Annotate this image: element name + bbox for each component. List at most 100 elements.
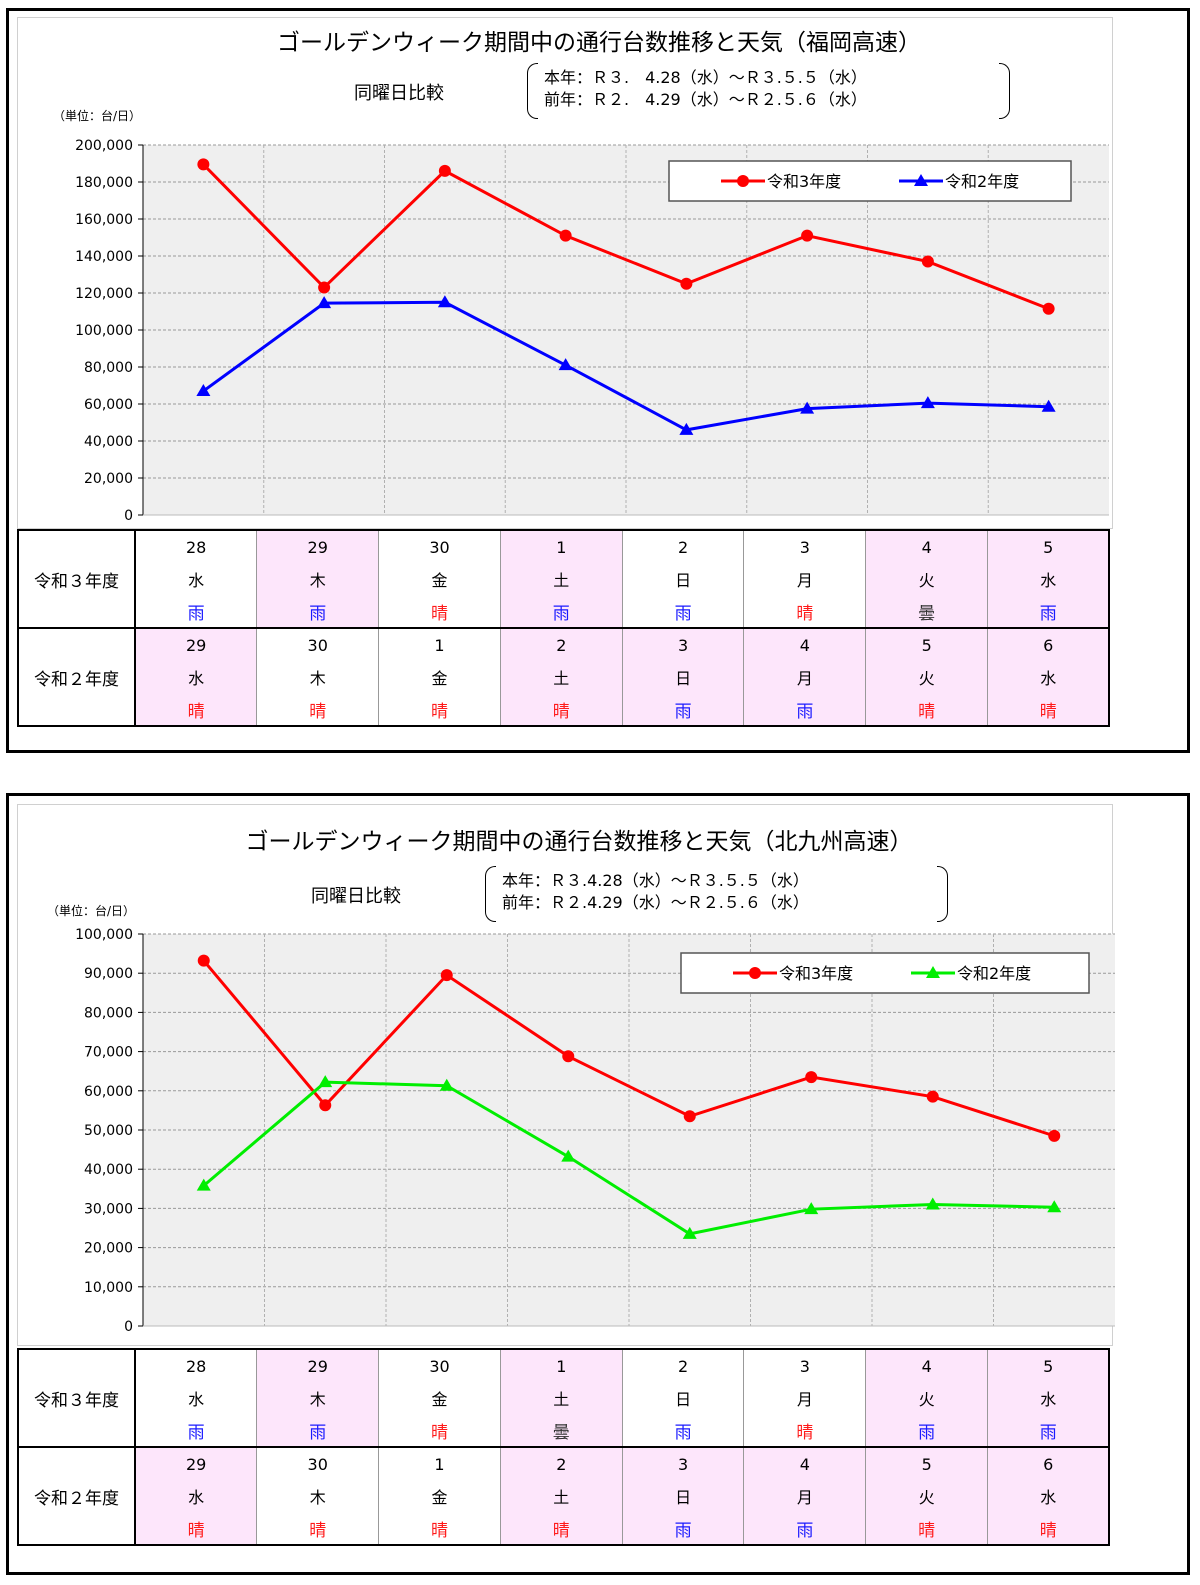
data-point [1041,399,1056,412]
row-label: 令和２年度 [17,627,136,727]
day-cell: 5 [865,1446,989,1480]
y-tick-label: 20,000 [84,471,133,487]
data-point [558,358,573,371]
legend-label: 令和3年度 [767,172,841,191]
y-tick-label: 80,000 [84,360,133,376]
data-point [679,422,694,435]
weekday-cell: 月 [743,1382,867,1414]
day-cell: 6 [987,1446,1110,1480]
day-cell: 1 [499,1349,623,1382]
weather-cell: 雨 [621,693,745,726]
y-tick-label: 30,000 [84,1201,133,1217]
weekday-cell: 金 [378,661,501,693]
day-cell: 30 [256,1446,380,1480]
weather-cell: 雨 [621,1414,745,1447]
weather-cell: 晴 [134,693,258,726]
data-point [197,158,210,171]
weather-cell: 晴 [256,693,380,726]
period-this-year: 本年：Ｒ３. 4.28（水）～Ｒ３.５.５（水） [544,68,867,87]
weekday-cell: 金 [378,1382,501,1414]
table-row: 雨雨晴雨雨晴曇雨 [18,595,1110,628]
kitakyushu-weather-table: 令和３年度 28 29 30 1 2 3 4 5 水木金土日月火水雨雨晴曇雨晴雨雨令和２年度 29 3… [17,1348,1111,1546]
table-row: 晴晴晴晴雨雨晴晴 [18,1512,1110,1545]
table-row: 水木金土日月火水 [18,661,1110,693]
day-cell: 3 [743,1349,867,1382]
data-point [439,1078,454,1091]
period-text: 本年：Ｒ３.4.28（水）～Ｒ３.５.５（水） 前年：Ｒ２.4.29（水）～Ｒ２… [502,870,809,914]
day-cell: 4 [743,1446,867,1480]
y-tick-label: 160,000 [75,212,133,228]
y-tick-label: 120,000 [75,286,133,302]
period-this-year: 本年：Ｒ３.4.28（水）～Ｒ３.５.５（水） [502,871,809,890]
weekday-cell: 土 [499,1480,623,1512]
day-cell: 28 [134,1349,258,1382]
day-cell: 3 [621,627,745,661]
table-row: 水木金土日月火水 [18,1382,1110,1414]
weather-cell: 晴 [378,1414,501,1447]
data-point [801,229,814,242]
day-cell: 30 [378,1349,501,1382]
weather-cell: 晴 [987,1512,1110,1545]
weekday-cell: 水 [987,563,1110,595]
weather-cell: 晴 [256,1512,380,1545]
weather-cell: 曇 [865,595,989,628]
row-label: 令和３年度 [17,1348,136,1448]
weekday-cell: 水 [134,563,258,595]
day-cell: 2 [499,1446,623,1480]
day-cell: 5 [865,627,989,661]
day-cell: 3 [621,1446,745,1480]
weekday-cell: 火 [865,661,989,693]
data-point [318,1075,333,1088]
legend-marker [737,175,749,187]
data-point [800,401,815,414]
weekday-cell: 水 [134,1480,258,1512]
table-row: 雨雨晴曇雨晴雨雨 [18,1414,1110,1447]
weather-cell: 雨 [743,1512,867,1545]
chart-title: ゴールデンウィーク期間中の通行台数推移と天気（北九州高速） [245,829,913,855]
day-cell: 29 [256,530,380,563]
data-point [197,954,210,967]
legend-label: 令和3年度 [779,964,853,983]
data-point [682,1226,697,1239]
y-tick-label: 200,000 [75,138,133,154]
data-point [926,1090,939,1103]
data-point [561,1149,576,1162]
y-tick-label: 40,000 [84,1162,133,1178]
weather-cell: 雨 [134,595,258,628]
kitakyushu-line-chart: 0 10,000 20,000 30,000 40,000 50,000 60,000 70,… [75,927,1115,1335]
day-cell: 2 [621,1349,745,1382]
y-tick-label: 0 [124,508,133,524]
weekday-cell: 水 [987,661,1110,693]
legend-marker [914,174,928,186]
day-cell: 2 [621,530,745,563]
legend-marker [926,966,940,978]
weekday-cell: 木 [256,661,380,693]
day-cell: 4 [743,627,867,661]
weekday-cell: 土 [499,661,623,693]
weekday-cell: 日 [621,1480,745,1512]
day-cell: 1 [499,530,623,563]
weekday-cell: 水 [134,1382,258,1414]
data-point [804,1202,819,1215]
data-point [1048,1129,1061,1142]
table-row: 令和２年度 29 30 1 2 3 4 5 6 [17,1446,1110,1546]
day-cell: 6 [987,627,1110,661]
weekday-cell: 火 [865,1382,989,1414]
weekday-cell: 木 [256,1382,380,1414]
row-label: 令和３年度 [17,529,136,629]
data-point [921,255,934,268]
data-point [437,295,452,308]
y-tick-label: 100,000 [75,927,133,943]
data-point [805,1071,818,1084]
data-point [440,969,453,982]
weather-cell: 晴 [743,1414,867,1447]
weekday-cell: 土 [499,1382,623,1414]
y-tick-label: 40,000 [84,434,133,450]
day-cell: 4 [865,530,989,563]
weekday-cell: 水 [987,1480,1110,1512]
legend-label: 令和2年度 [945,172,1019,191]
table-row: 令和３年度 28 29 30 1 2 3 4 5 [17,529,1110,629]
fukuoka-weather-table: 令和３年度 28 29 30 1 2 3 4 5 水木金土日月火水雨雨晴雨雨晴曇雨令和２年度 29 3… [17,529,1111,727]
data-point [562,1050,575,1063]
weather-cell: 晴 [865,693,989,726]
